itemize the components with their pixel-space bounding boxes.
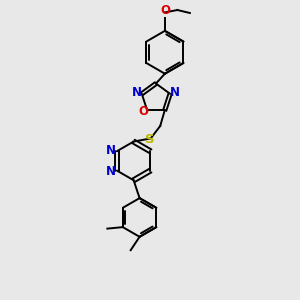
Text: S: S	[145, 133, 154, 146]
Text: N: N	[170, 86, 180, 99]
Text: N: N	[106, 165, 116, 178]
Text: O: O	[160, 4, 170, 17]
Text: N: N	[106, 144, 116, 157]
Text: O: O	[138, 105, 148, 118]
Text: N: N	[132, 85, 142, 98]
